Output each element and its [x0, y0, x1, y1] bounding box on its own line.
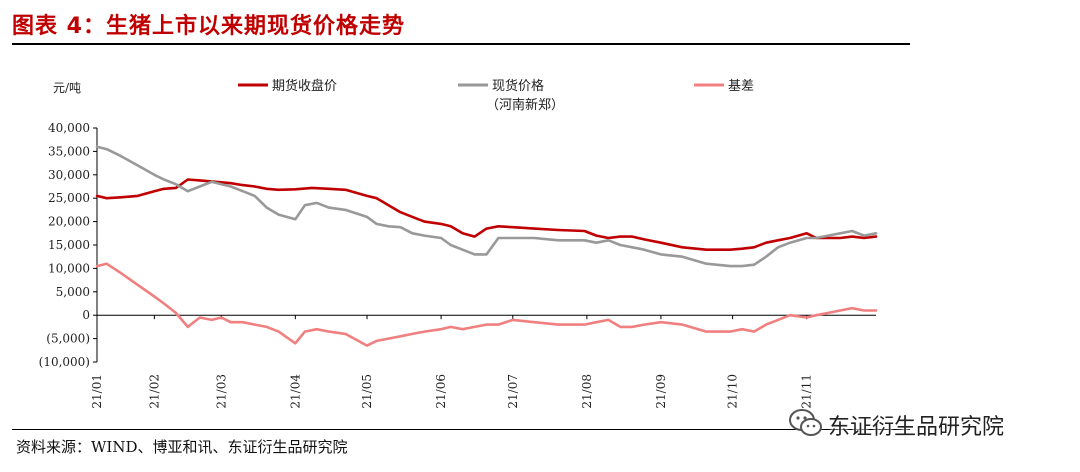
- x-tick-label: 21/05: [360, 374, 374, 409]
- x-tick-label: 21/09: [654, 374, 668, 409]
- y-axis-label: 元/吨: [53, 81, 81, 95]
- x-axis-ticks: 21/01 21/02 21/03 21/04 21/05 21/06 21/07 21/08…: [90, 315, 814, 409]
- x-tick-label: 21/04: [288, 374, 302, 409]
- y-tick-label: 10,000: [48, 261, 90, 275]
- x-tick-label: 21/01: [90, 374, 104, 409]
- y-tick-label: (10,000): [39, 355, 90, 369]
- x-tick-label: 21/06: [434, 374, 448, 409]
- legend-sublabel-2: （河南新郑）: [486, 97, 564, 113]
- series-lines: [95, 145, 878, 347]
- footer-divider: [12, 429, 910, 430]
- legend-label-1: 期货收盘价: [272, 78, 337, 94]
- watermark: 东证衍生品研究院: [788, 404, 1058, 444]
- y-axis-ticks: 40,000 35,000 30,000 25,000 20,000 15,000 10,0…: [39, 121, 97, 369]
- wechat-icon: [789, 409, 822, 436]
- x-tick-label: 21/10: [726, 374, 740, 409]
- x-tick-label: 21/11: [800, 374, 814, 409]
- x-tick-label: 21/02: [147, 374, 161, 409]
- y-tick-label: 15,000: [48, 238, 90, 252]
- series-line-2: [95, 145, 878, 268]
- x-tick-label: 21/03: [214, 374, 228, 409]
- x-tick-label: 21/08: [580, 374, 594, 409]
- y-tick-label: 30,000: [48, 168, 90, 182]
- y-tick-label: (5,000): [46, 332, 90, 346]
- chart-legend: 期货收盘价 现货价格 （河南新郑） 基差: [238, 78, 754, 113]
- x-tick-label: 21/07: [506, 374, 520, 409]
- y-tick-label: 20,000: [48, 215, 90, 229]
- series-line-1: [95, 178, 878, 251]
- y-tick-label: 0: [82, 308, 90, 322]
- y-tick-label: 40,000: [48, 121, 90, 135]
- series-line-3: [95, 262, 878, 347]
- y-tick-label: 35,000: [48, 144, 90, 158]
- title-divider: [12, 43, 910, 45]
- y-tick-label: 5,000: [56, 285, 90, 299]
- page-title: 图表 4：生猪上市以来期现货价格走势: [12, 14, 405, 39]
- watermark-text: 东证衍生品研究院: [828, 415, 1005, 440]
- y-tick-label: 25,000: [48, 191, 90, 205]
- source-note: 资料来源：WIND、博亚和讯、东证衍生品研究院: [16, 438, 348, 456]
- legend-label-2: 现货价格: [492, 78, 544, 94]
- legend-label-3: 基差: [728, 79, 754, 94]
